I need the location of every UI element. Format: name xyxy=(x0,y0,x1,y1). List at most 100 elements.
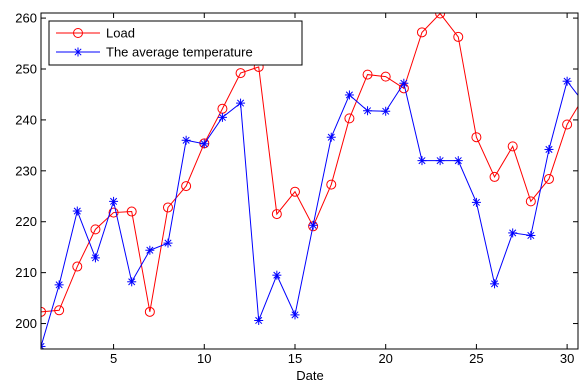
y-tick-label: 200 xyxy=(15,316,37,331)
star-stroke xyxy=(527,231,535,240)
star-stroke xyxy=(200,140,208,148)
star-stroke xyxy=(128,278,136,286)
data-point-circle xyxy=(126,206,137,217)
legend-label: The average temperature xyxy=(106,45,253,60)
star-stroke xyxy=(400,79,408,87)
plot-frame xyxy=(40,12,579,350)
data-point-star xyxy=(453,156,463,166)
data-point-circle xyxy=(453,31,464,42)
star-stroke xyxy=(55,281,63,289)
data-point-circle xyxy=(271,209,282,220)
data-point-star xyxy=(272,270,282,280)
data-point-star xyxy=(127,277,137,287)
data-point-star xyxy=(381,106,391,116)
legend-box xyxy=(48,20,303,66)
data-point-circle xyxy=(344,113,355,124)
data-point-star xyxy=(326,132,336,142)
star-stroke xyxy=(291,311,299,319)
y-tick-label: 210 xyxy=(15,265,37,280)
data-point-star xyxy=(435,156,445,166)
star-stroke xyxy=(454,157,462,165)
data-point-star xyxy=(290,310,300,320)
x-axis-title: Date xyxy=(296,368,323,383)
star-stroke xyxy=(41,342,45,348)
data-point-circle xyxy=(41,306,46,317)
data-point-star xyxy=(399,78,409,88)
data-point-circle xyxy=(489,171,500,182)
data-point-circle xyxy=(543,173,554,184)
data-point-star xyxy=(471,197,481,207)
data-point-circle xyxy=(507,141,518,152)
data-point-circle xyxy=(562,119,573,130)
data-point-star xyxy=(544,144,554,154)
legend-item: Load xyxy=(56,26,135,41)
data-point-star xyxy=(72,206,82,216)
star-stroke xyxy=(472,198,480,206)
star-stroke xyxy=(509,229,517,237)
star-stroke xyxy=(74,48,82,56)
star-stroke xyxy=(545,145,553,153)
star-stroke xyxy=(73,207,81,215)
y-tick-label: 230 xyxy=(15,163,37,178)
data-point-star xyxy=(526,230,536,240)
legend: Load The average temperature xyxy=(48,20,303,66)
x-tick-label: 25 xyxy=(469,351,483,366)
data-point-star xyxy=(163,238,173,248)
data-point-circle xyxy=(73,28,83,38)
star-stroke xyxy=(182,136,190,144)
star-stroke xyxy=(309,221,317,229)
x-tick-label: 10 xyxy=(197,351,211,366)
legend-item: The average temperature xyxy=(56,45,253,60)
star-stroke xyxy=(91,254,99,262)
data-point-star xyxy=(490,279,500,289)
data-point-circle xyxy=(380,71,391,82)
star-stroke xyxy=(364,107,372,115)
data-point-star xyxy=(417,156,427,166)
star-stroke xyxy=(110,197,118,205)
star-stroke xyxy=(436,157,444,165)
data-point-circle xyxy=(90,224,101,235)
star-stroke xyxy=(418,157,426,165)
star-stroke xyxy=(490,280,499,288)
plot-background xyxy=(41,13,578,349)
y-tick-label: 220 xyxy=(15,214,37,229)
data-point-star xyxy=(308,220,318,230)
data-point-circle xyxy=(416,27,427,38)
data-point-circle xyxy=(525,196,536,207)
ticks-layer: 5 10 15 20 25 30 200 210 220 230 240 250 260 xyxy=(15,11,578,366)
data-point-star xyxy=(73,47,83,57)
data-point-circle xyxy=(362,69,373,80)
data-point-star xyxy=(145,245,155,255)
data-point-circle xyxy=(435,13,446,19)
star-stroke xyxy=(237,99,245,107)
star-stroke xyxy=(255,316,263,325)
legend-items: Load The average temperature xyxy=(56,26,253,60)
data-point-star xyxy=(344,90,354,100)
y-tick-label: 240 xyxy=(15,112,37,127)
data-point-circle xyxy=(235,68,246,79)
legend-label: Load xyxy=(106,26,135,41)
data-point-star xyxy=(90,253,100,263)
star-stroke xyxy=(327,133,335,141)
star-stroke xyxy=(164,239,172,247)
data-point-star xyxy=(508,228,518,238)
star-stroke xyxy=(273,271,281,279)
series-average-temperature xyxy=(41,76,578,349)
data-point-circle xyxy=(144,306,155,317)
data-point-circle xyxy=(72,261,83,272)
y-tick-label: 260 xyxy=(15,11,37,26)
data-point-star xyxy=(217,112,227,122)
star-stroke xyxy=(146,246,154,254)
star-stroke xyxy=(382,107,390,115)
data-point-star xyxy=(199,139,209,149)
data-point-circle xyxy=(326,179,337,190)
data-point-star xyxy=(54,280,64,290)
x-tick-label: 20 xyxy=(378,351,392,366)
x-tick-label: 15 xyxy=(288,351,302,366)
y-tick-label: 250 xyxy=(15,62,37,77)
data-point-star xyxy=(181,135,191,145)
data-point-circle xyxy=(181,181,192,192)
data-point-star xyxy=(363,106,373,116)
star-stroke xyxy=(563,77,571,85)
